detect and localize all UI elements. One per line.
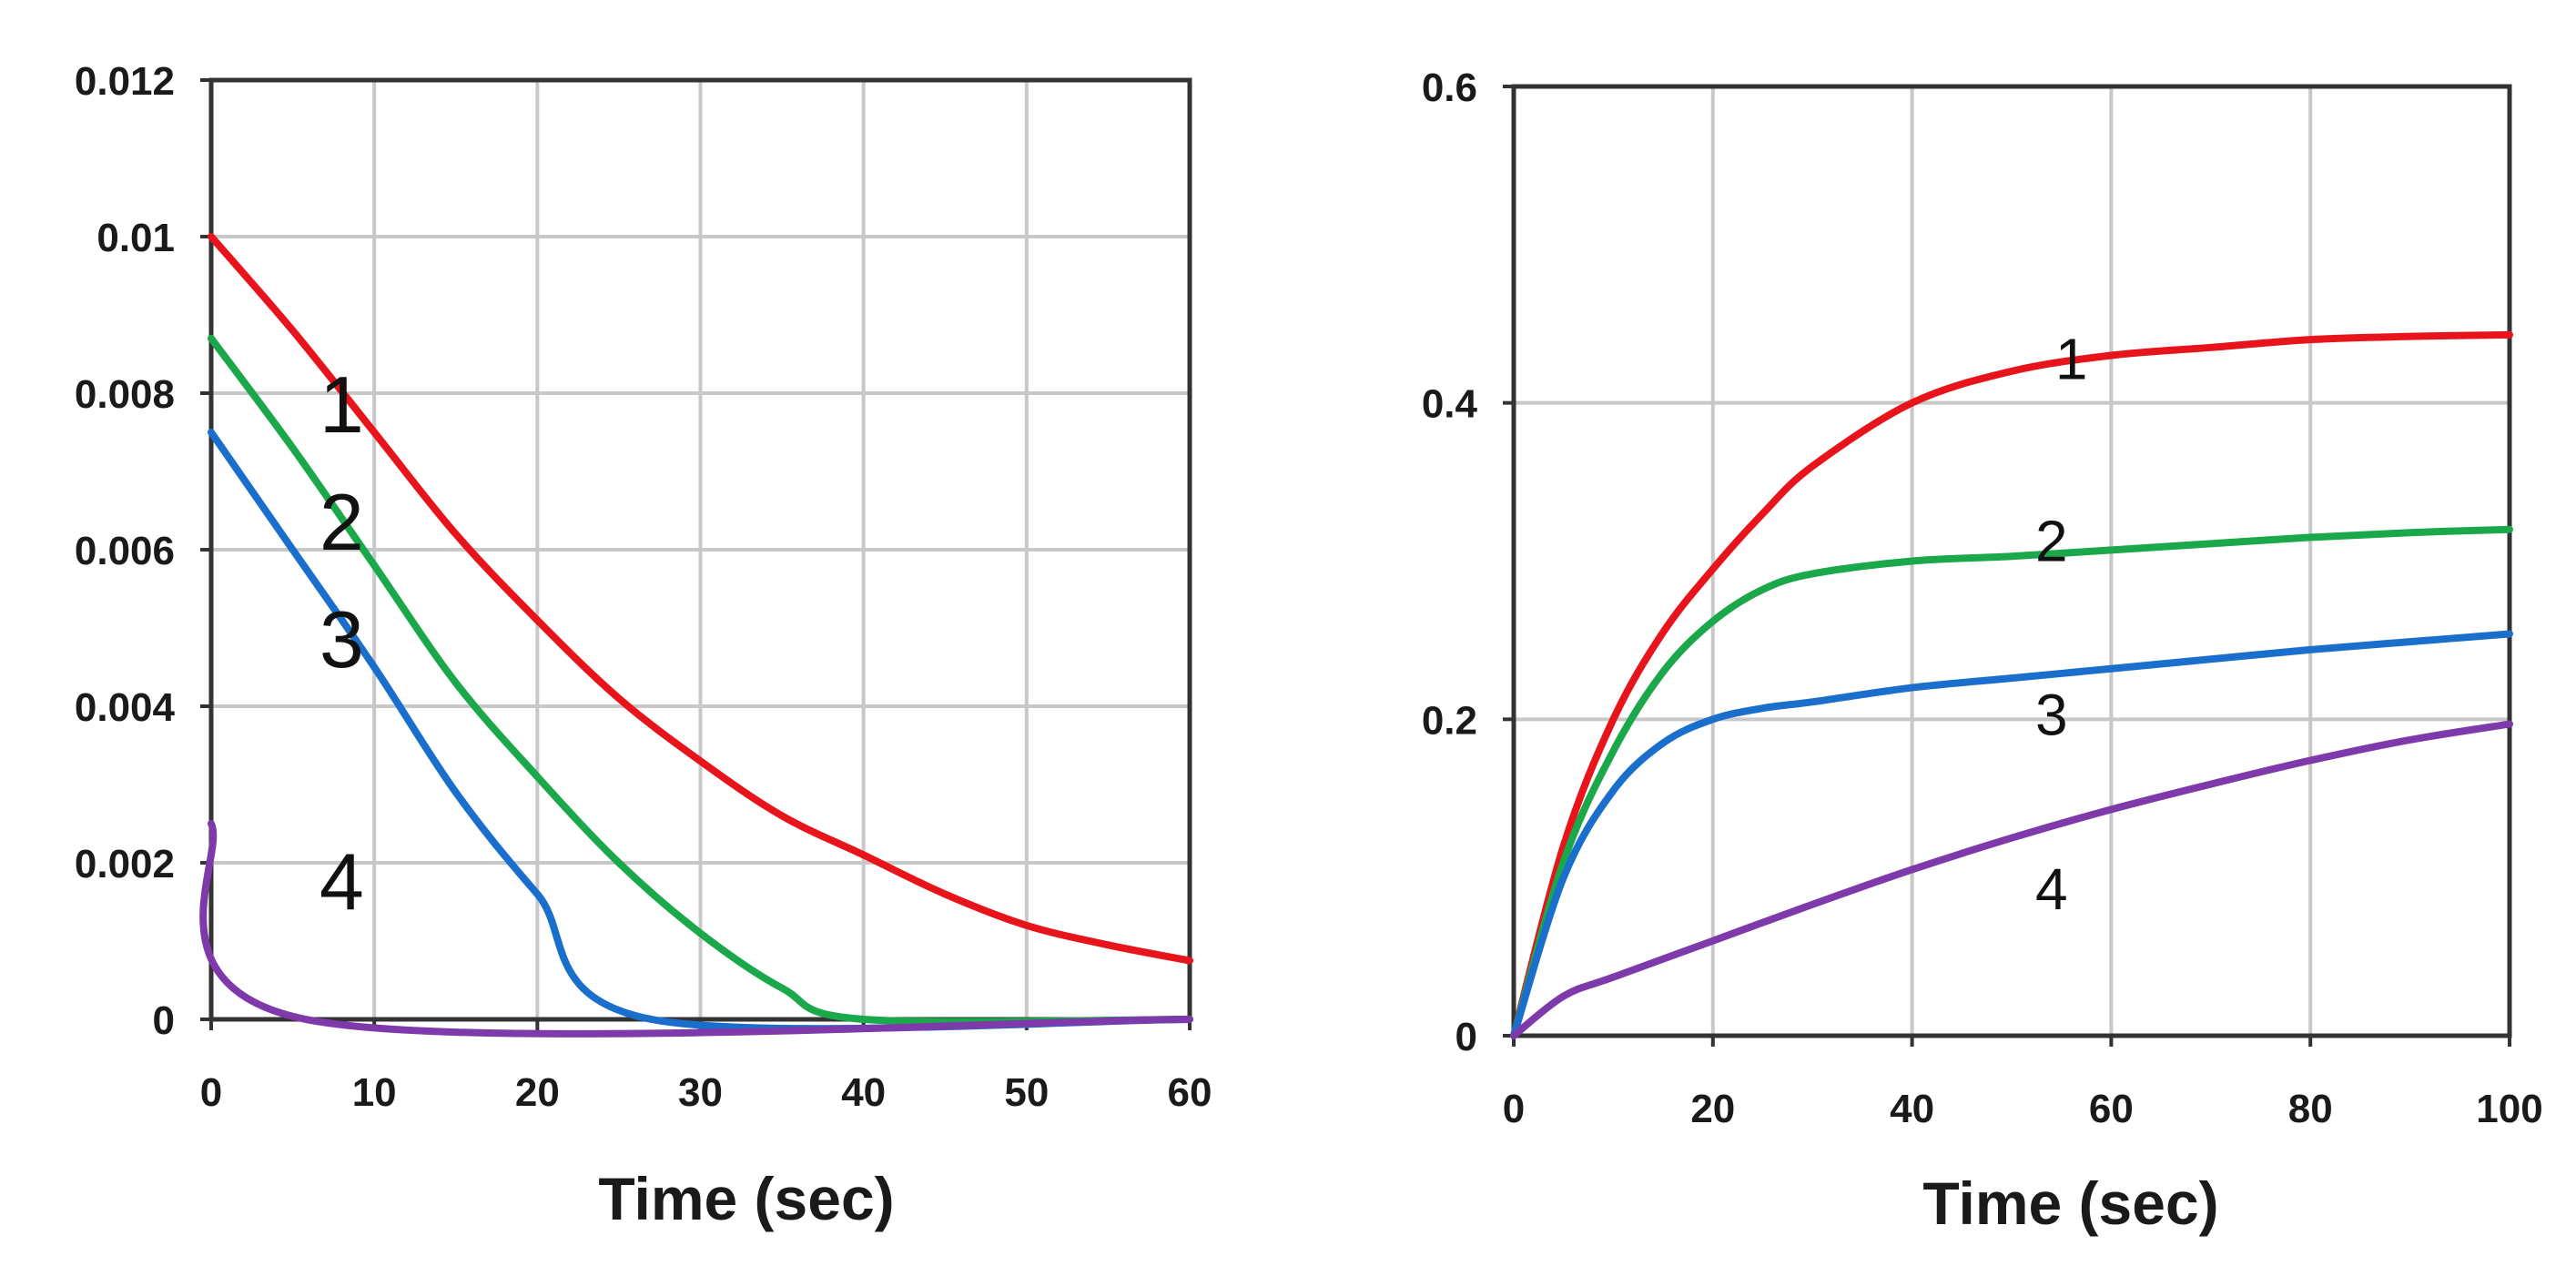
y-tick-label: 0.004: [75, 685, 176, 730]
y-tick-label: 0.002: [75, 842, 175, 886]
series-annotation-1: 1: [2055, 327, 2088, 392]
y-tick-label: 0.01: [96, 216, 175, 260]
x-tick-label: 60: [2089, 1087, 2134, 1131]
x-tick-label: 20: [515, 1070, 560, 1115]
series-annotation-4: 4: [2035, 856, 2068, 922]
series-line-3: [1510, 630, 2513, 1039]
y-tick-label: 0.008: [75, 372, 175, 417]
series-line-4: [199, 820, 1193, 1038]
series-annotation-3: 3: [319, 594, 364, 684]
x-tick-label: 30: [678, 1070, 723, 1115]
series-line-4: [1510, 720, 2513, 1039]
y-tick-label: 0.012: [75, 59, 175, 104]
y-tick-label: 0.006: [75, 529, 175, 573]
y-tick-label: 0.4: [1422, 382, 1478, 427]
y-tick-label: 0.2: [1422, 698, 1477, 743]
x-tick-label: 100: [2476, 1087, 2542, 1131]
series-line-1: [208, 233, 1193, 965]
y-tick-label: 0.6: [1422, 66, 1477, 110]
series-annotation-2: 2: [319, 477, 364, 567]
x-tick-label: 10: [352, 1070, 397, 1115]
series-annotation-2: 2: [2035, 509, 2068, 574]
series-line-2: [208, 334, 1193, 1026]
x-tick-label: 40: [841, 1070, 886, 1115]
x-tick-label: 50: [1004, 1070, 1049, 1115]
series-line-2: [1510, 525, 2513, 1039]
x-tick-label: 60: [1168, 1070, 1212, 1115]
series-annotation-4: 4: [319, 837, 364, 927]
y-tick-label: 0: [153, 998, 175, 1043]
series-annotation-1: 1: [319, 359, 364, 450]
x-tick-label: 20: [1690, 1087, 1735, 1131]
x-tick-label: 0: [1503, 1087, 1525, 1131]
plot-frame: [1511, 84, 2512, 1038]
x-tick-label: 40: [1890, 1087, 1934, 1131]
y-tick-label: 0: [1455, 1015, 1477, 1059]
x-tick-label: 0: [200, 1070, 222, 1115]
x-axis-title: Time (sec): [1922, 1170, 2218, 1237]
left-chart: 0 10 20 30 40 50 60 0 0.002 0.004 0.006 0.008 0.01 0.…: [75, 59, 1212, 1232]
x-axis-title: Time (sec): [598, 1165, 894, 1232]
series-line-1: [1510, 330, 2513, 1039]
series-annotation-3: 3: [2035, 683, 2068, 748]
x-tick-label: 80: [2288, 1087, 2333, 1131]
right-chart: 0 20 40 60 80 100 0 0.2 0.4 0.6 Time (sec) 1 2 3 4: [1422, 66, 2543, 1237]
